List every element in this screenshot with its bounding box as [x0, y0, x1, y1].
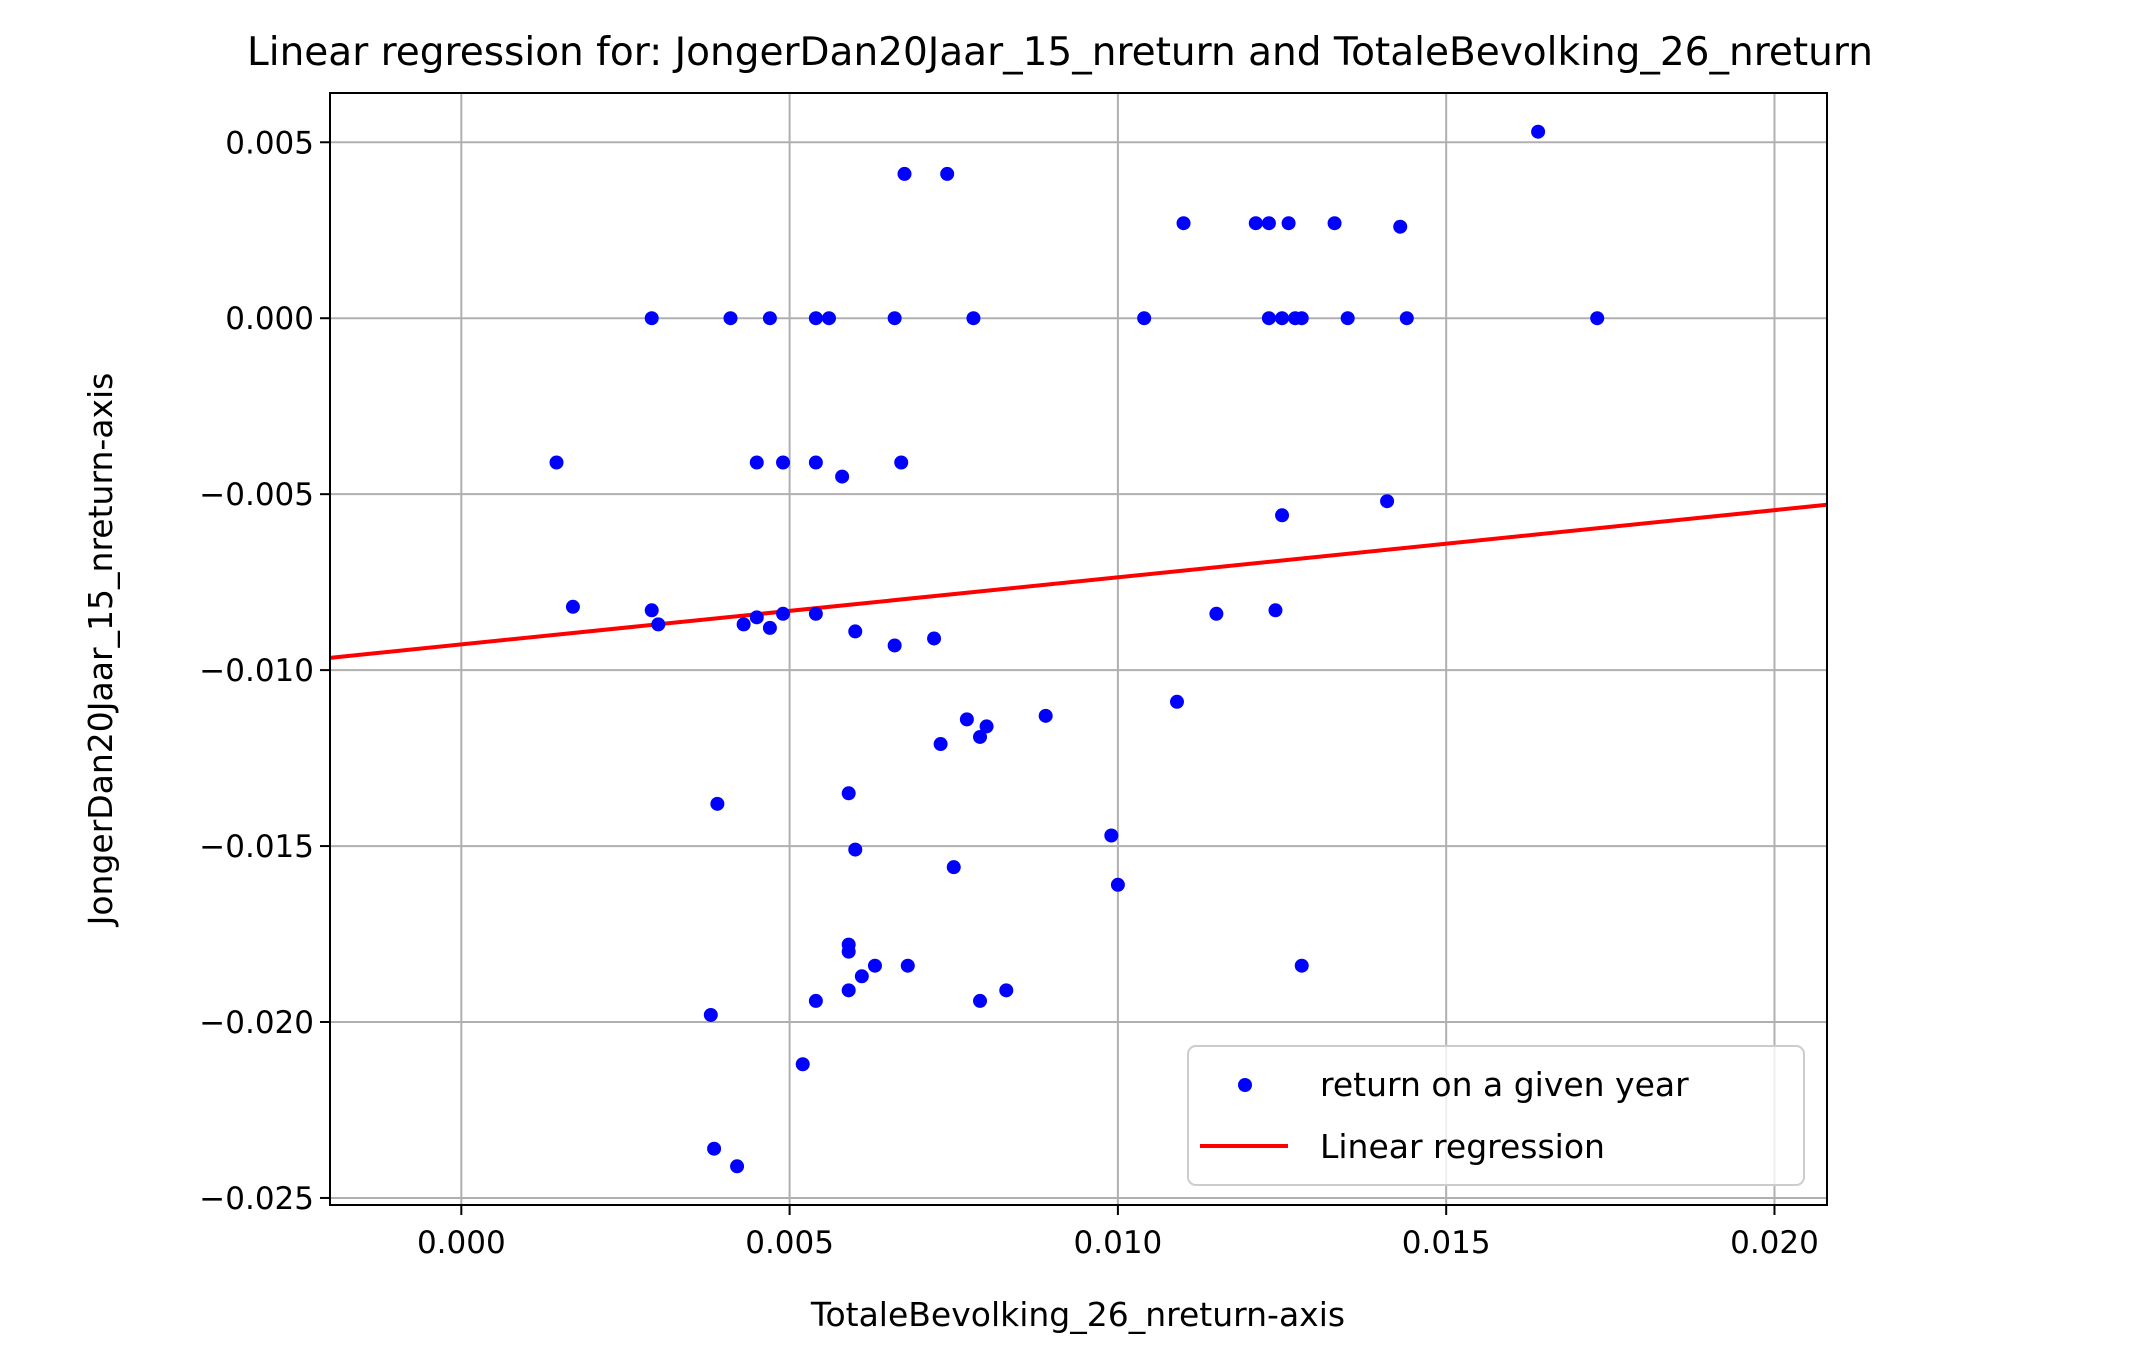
data-point — [959, 712, 974, 727]
data-point — [835, 469, 850, 484]
data-point — [549, 455, 564, 470]
data-point — [1275, 311, 1290, 326]
data-point — [1209, 606, 1224, 621]
data-point — [808, 455, 823, 470]
data-point — [565, 599, 580, 614]
plot-frame — [329, 92, 1828, 1206]
data-point — [808, 606, 823, 621]
data-point — [762, 620, 777, 635]
x-tick-label: 0.000 — [417, 1225, 506, 1261]
legend-label-line: Linear regression — [1320, 1127, 1605, 1166]
data-point — [1137, 311, 1152, 326]
data-point — [651, 617, 666, 632]
legend-box — [1187, 1045, 1805, 1186]
y-tick-label: −0.025 — [199, 1181, 314, 1217]
y-tick-label: −0.015 — [199, 829, 314, 865]
y-tick-label: 0.005 — [225, 125, 314, 161]
x-axis-label: TotaleBevolking_26_nreturn-axis — [810, 1295, 1345, 1334]
data-point — [730, 1159, 745, 1174]
data-point — [841, 786, 856, 801]
x-tick-label: 0.015 — [1402, 1225, 1491, 1261]
legend-label-points: return on a given year — [1320, 1065, 1689, 1104]
data-point — [848, 842, 863, 857]
y-tick-label: −0.020 — [199, 1005, 314, 1041]
data-point — [1531, 124, 1546, 139]
data-point — [933, 737, 948, 752]
data-point — [1380, 494, 1395, 509]
scatter-points — [549, 124, 1605, 1174]
data-point — [1110, 877, 1125, 892]
y-tick-label: 0.000 — [225, 301, 314, 337]
regression-line — [329, 502, 1828, 660]
y-axis-label: JongerDan20Jaar_15_nreturn-axis — [81, 373, 120, 928]
data-point — [1399, 311, 1414, 326]
data-point — [887, 638, 902, 653]
data-point — [808, 311, 823, 326]
data-point — [723, 311, 738, 326]
data-point — [940, 166, 955, 181]
data-point — [822, 311, 836, 326]
y-axis-ticks: 0.005 0.000 −0.005 −0.010 −0.015 −0.020 −0.025 — [199, 125, 330, 1217]
data-point — [1340, 311, 1355, 326]
x-axis-ticks: 0.000 0.005 0.010 0.015 0.020 — [417, 1205, 1819, 1261]
data-point — [1248, 216, 1263, 231]
data-point — [854, 969, 869, 984]
data-point — [762, 311, 777, 326]
data-point — [848, 624, 863, 639]
data-point — [749, 455, 764, 470]
data-point — [1261, 311, 1276, 326]
data-point — [749, 610, 764, 625]
y-tick-label: −0.005 — [199, 477, 314, 513]
data-point — [999, 983, 1014, 998]
legend-point-marker — [1238, 1078, 1252, 1092]
legend: return on a given year Linear regression — [1187, 1045, 1805, 1186]
x-tick-label: 0.010 — [1074, 1225, 1163, 1261]
data-point — [894, 455, 909, 470]
data-point — [776, 455, 791, 470]
data-point — [710, 796, 725, 811]
data-point — [946, 860, 961, 875]
x-tick-label: 0.020 — [1730, 1225, 1819, 1261]
data-point — [1261, 216, 1276, 231]
data-point — [736, 617, 751, 632]
data-point — [1268, 603, 1283, 618]
x-tick-label: 0.005 — [745, 1225, 834, 1261]
data-point — [841, 983, 856, 998]
chart-title: Linear regression for: JongerDan20Jaar_1… — [247, 30, 1873, 75]
grid — [330, 93, 1827, 1205]
data-point — [1327, 216, 1342, 231]
data-point — [1281, 216, 1296, 231]
data-point — [867, 958, 882, 973]
data-point — [795, 1057, 810, 1072]
data-point — [973, 993, 988, 1008]
data-point — [841, 944, 856, 959]
data-point — [1294, 958, 1309, 973]
data-point — [973, 729, 988, 744]
data-point — [1104, 828, 1119, 843]
data-point — [808, 993, 823, 1008]
data-point — [644, 311, 659, 326]
data-point — [927, 631, 942, 646]
data-point — [1275, 508, 1290, 523]
data-point — [703, 1007, 718, 1022]
data-point — [887, 311, 902, 326]
y-tick-label: −0.010 — [199, 653, 314, 689]
data-point — [1590, 311, 1605, 326]
data-point — [966, 311, 981, 326]
data-point — [1294, 311, 1309, 326]
regression-line-layer — [329, 502, 1828, 660]
data-point — [707, 1141, 722, 1156]
data-point — [900, 958, 915, 973]
data-point — [1393, 219, 1408, 234]
data-point — [1169, 694, 1184, 709]
data-point — [1038, 708, 1053, 723]
data-point — [776, 606, 791, 621]
data-point — [979, 719, 994, 734]
data-point — [644, 603, 659, 618]
data-point — [1176, 216, 1191, 231]
data-point — [897, 166, 912, 181]
